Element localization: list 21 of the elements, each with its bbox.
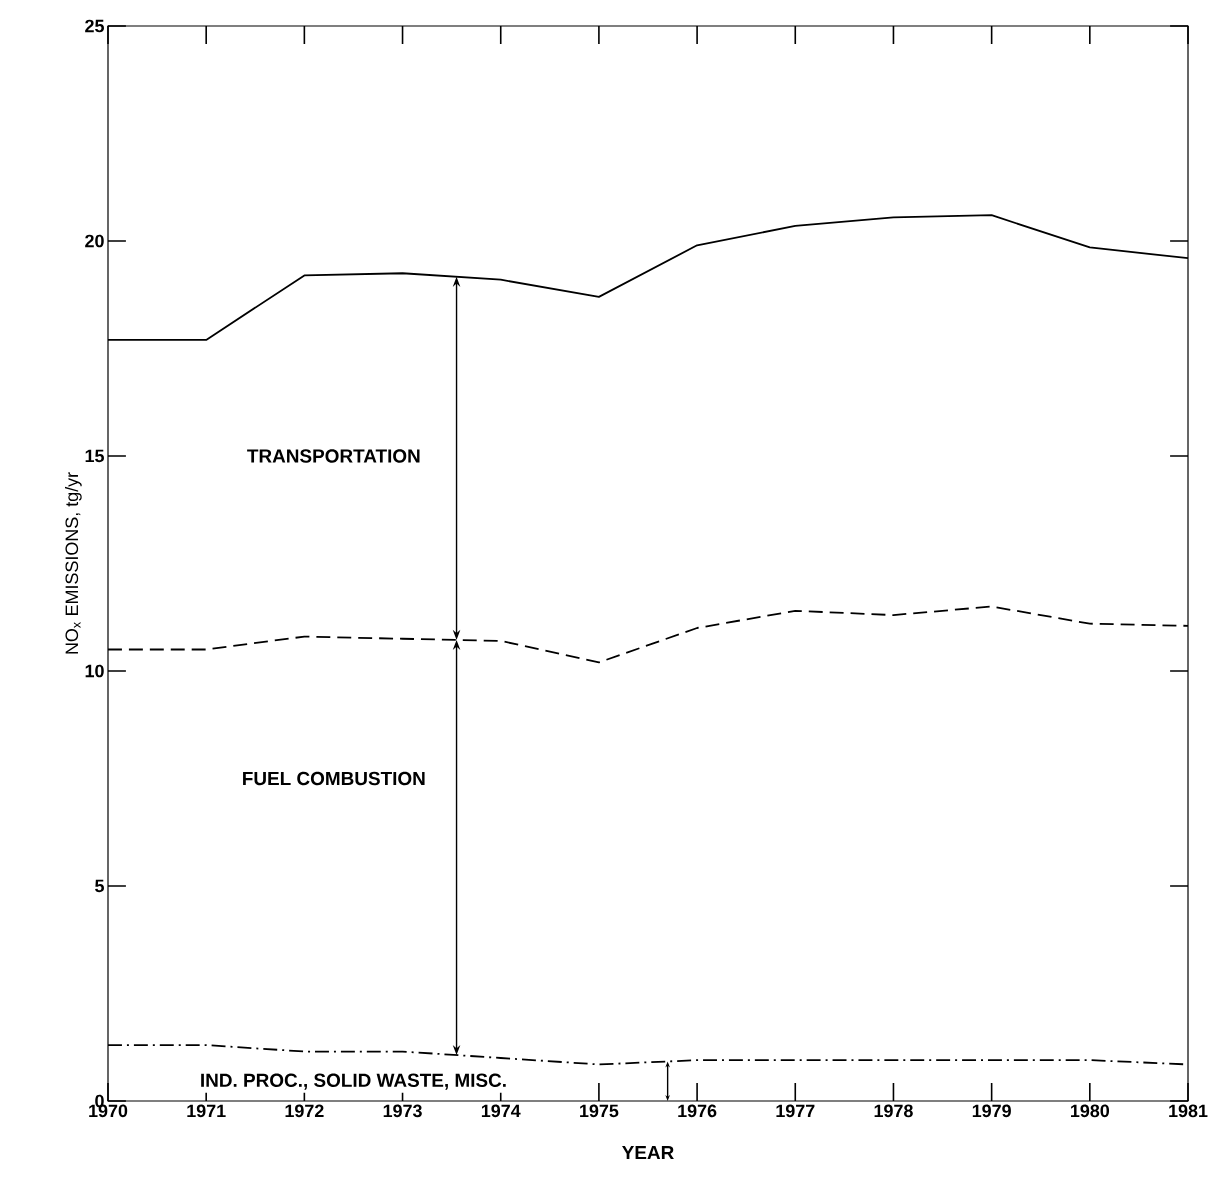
x-tick-label: 1977 — [776, 1104, 815, 1118]
x-tick-label: 1981 — [1169, 1104, 1208, 1118]
x-tick-label: 1971 — [187, 1104, 226, 1118]
x-tick-label: 1972 — [285, 1104, 324, 1118]
y-tick-label: 15 — [85, 449, 104, 463]
x-tick-label: 1975 — [580, 1104, 619, 1118]
x-tick-label: 1976 — [678, 1104, 717, 1118]
annotation: FUEL COMBUSTION — [243, 771, 425, 786]
x-axis-title: YEAR — [622, 1146, 674, 1160]
x-tick-label: 1978 — [874, 1104, 913, 1118]
y-axis-title: NO$_{x}$ EMISSIONS, tg/yr — [64, 472, 82, 654]
x-tick-label: 1973 — [383, 1104, 422, 1118]
x-tick-label: 1980 — [1071, 1104, 1110, 1118]
y-tick-label: 10 — [85, 664, 104, 678]
x-tick-label: 1979 — [972, 1104, 1011, 1118]
y-tick-label: 20 — [85, 234, 104, 248]
x-tick-label: 1974 — [481, 1104, 521, 1118]
y-tick-label: 25 — [85, 19, 104, 33]
annotation: IND. PROC., SOLID WASTE, MISC. — [201, 1073, 506, 1090]
annotation: TRANSPORTATION — [247, 449, 420, 463]
y-tick-label: 5 — [95, 879, 104, 893]
